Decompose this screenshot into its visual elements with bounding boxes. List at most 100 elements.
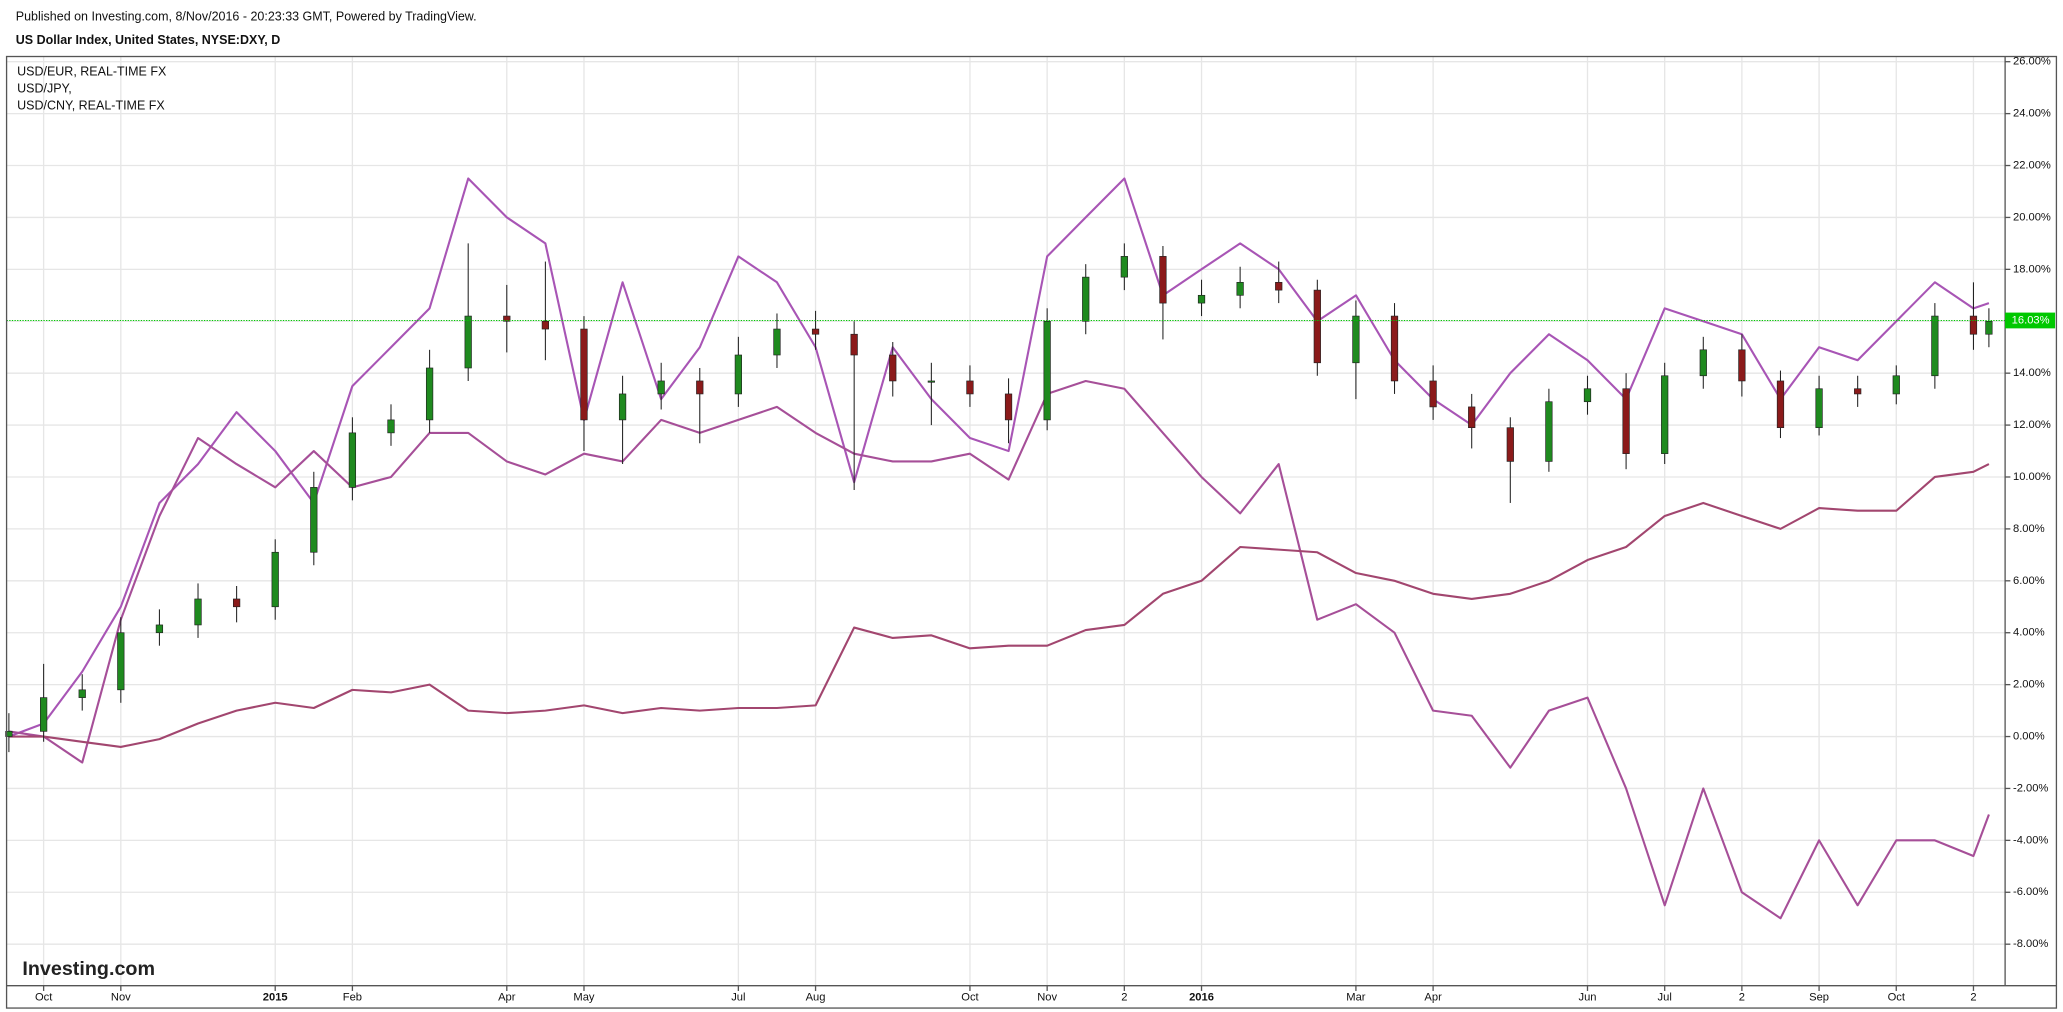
y-tick-label: 4.00%: [2013, 627, 2045, 639]
y-tick-label: 22.00%: [2013, 159, 2051, 171]
candle-body: [503, 315, 511, 322]
x-tick-label: 2015: [263, 991, 288, 1003]
candle-body: [232, 598, 241, 608]
candle-body: [425, 367, 434, 421]
candle-body: [1506, 427, 1514, 462]
candle-body: [1197, 294, 1206, 304]
candle-body: [1352, 315, 1360, 364]
y-tick-label: 24.00%: [2013, 108, 2051, 120]
x-tick-label: 2016: [1189, 991, 1214, 1003]
candle-body: [40, 697, 48, 732]
x-tick-label: Nov: [1037, 991, 1057, 1003]
candle-body: [348, 432, 357, 488]
candle-body: [1699, 349, 1707, 377]
y-tick-label: -2.00%: [2013, 782, 2048, 794]
y-tick-label: 12.00%: [2013, 419, 2051, 431]
x-tick-label: Feb: [343, 991, 362, 1003]
candle-body: [1892, 375, 1900, 395]
candle-body: [310, 487, 318, 553]
candle-body: [889, 354, 897, 382]
y-tick-label: 26.00%: [2013, 56, 2051, 68]
legend-entry: USD/CNY, REAL-TIME FX: [17, 99, 165, 113]
x-tick-label: Oct: [961, 991, 979, 1003]
x-tick-label: Jun: [1578, 991, 1596, 1003]
series-line: [8, 463, 1990, 748]
candle-body: [1661, 375, 1669, 454]
y-tick-label: -4.00%: [2013, 834, 2048, 846]
candle-body: [657, 380, 665, 395]
candle-body: [1545, 401, 1553, 462]
candle-body: [1985, 320, 1993, 335]
candle-body: [1776, 380, 1785, 429]
candle-body: [618, 393, 627, 421]
candle-body: [1583, 388, 1592, 403]
x-tick-label: 2: [1970, 991, 1976, 1003]
candle-body: [1043, 320, 1051, 421]
x-tick-label: Sep: [1809, 991, 1829, 1003]
series-line: [8, 379, 1990, 920]
y-tick-label: -8.00%: [2013, 938, 2048, 950]
x-tick-label: 2: [1121, 991, 1127, 1003]
candle-body: [1236, 281, 1244, 296]
candle-body: [966, 380, 974, 395]
candle-body: [1082, 276, 1090, 322]
candle-body: [541, 320, 550, 330]
candle-body: [1468, 406, 1476, 429]
series-line: [8, 177, 1990, 738]
candle-body: [1390, 315, 1399, 382]
x-tick-label: Jul: [731, 991, 745, 1003]
candle-body: [696, 380, 704, 395]
candle-body: [1738, 349, 1746, 382]
candle-body: [927, 380, 935, 383]
y-tick-label: 20.00%: [2013, 211, 2051, 223]
frame: [5, 55, 2058, 1009]
x-tick-label: Apr: [498, 991, 516, 1003]
last-value-box: [2005, 312, 2056, 329]
candle-body: [1815, 388, 1823, 429]
y-tick-label: 10.00%: [2013, 471, 2051, 483]
x-tick-label: Aug: [806, 991, 826, 1003]
plot: [5, 177, 2006, 920]
y-tick-label: 14.00%: [2013, 367, 2051, 379]
candle-body: [850, 333, 858, 356]
last-value-label: 16.03%: [2012, 314, 2050, 326]
candle-body: [773, 328, 781, 356]
candle-body: [117, 632, 125, 691]
candle-body: [1313, 289, 1321, 364]
candle-body: [734, 354, 742, 395]
candle-body: [155, 624, 164, 634]
watermark: Investing.com: [22, 958, 155, 980]
candle-body: [1429, 380, 1437, 408]
candle-body: [580, 328, 588, 421]
candle-body: [1931, 315, 1939, 377]
x-tick-label: May: [573, 991, 595, 1003]
candle-body: [78, 689, 86, 698]
x-tick-label: Apr: [1424, 991, 1442, 1003]
candle-body: [5, 731, 13, 737]
x-tick-label: Nov: [111, 991, 131, 1003]
candle-body: [1622, 388, 1630, 454]
x-tick-label: 2: [1739, 991, 1745, 1003]
x-tick-label: Mar: [1346, 991, 1366, 1003]
legend: USD/EUR, REAL-TIME FX USD/JPY, USD/CNY, RE…: [17, 65, 167, 113]
candle-body: [1854, 388, 1862, 395]
candle-body: [387, 419, 395, 434]
legend-entry: USD/JPY,: [17, 82, 72, 96]
y-tick-label: 0.00%: [2013, 730, 2045, 742]
header: Published on Investing.com, 8/Nov/2016 -…: [16, 9, 477, 23]
candle-body: [1004, 393, 1013, 421]
candle-body: [1120, 256, 1128, 278]
candle-body: [271, 551, 279, 608]
candle-body: [194, 598, 202, 626]
y-tick-label: 8.00%: [2013, 523, 2045, 535]
x-tick-label: Jul: [1658, 991, 1672, 1003]
candle-body: [464, 315, 472, 369]
x-tick-label: Oct: [1888, 991, 1906, 1003]
y-tick-label: 6.00%: [2013, 575, 2045, 587]
candle-body: [811, 328, 820, 335]
y-tick-label: 2.00%: [2013, 679, 2045, 691]
axes: -8.00% -6.00% -4.00% -2.00% 0.00% 2.00% 4.00% 6…: [35, 56, 2056, 1003]
